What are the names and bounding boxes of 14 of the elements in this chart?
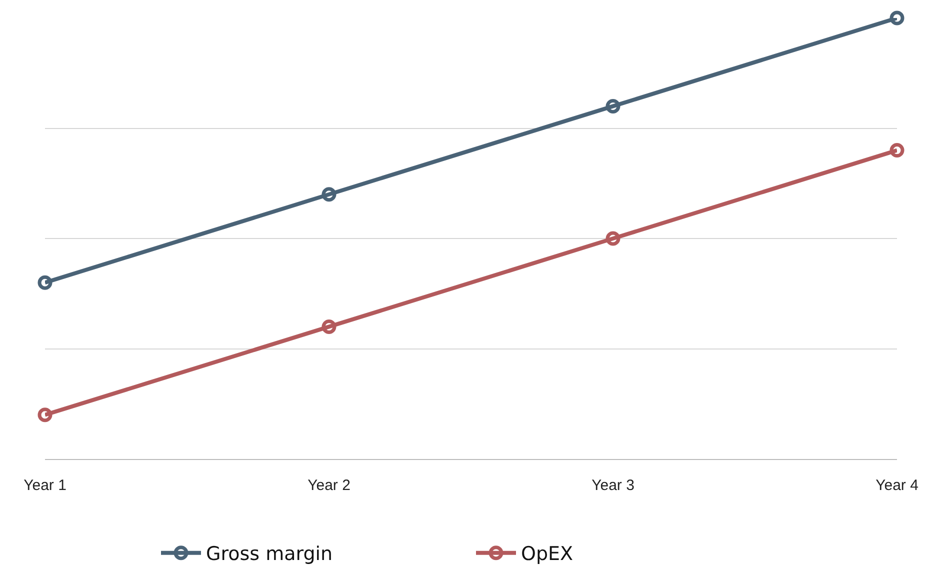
point [890,143,904,158]
point [606,231,620,246]
point [890,10,904,26]
legend-label: Gross margin [206,543,333,566]
point [38,408,52,422]
point [606,98,620,114]
x-tick-label: Year 2 [308,477,350,494]
point [322,319,336,334]
x-tick-label: Year 3 [592,477,634,494]
point [38,275,52,290]
x-tick-label: Year 4 [876,477,918,494]
point [322,187,336,202]
x-tick-label: Year 1 [24,477,66,494]
legend-label: OpEX [521,543,574,566]
